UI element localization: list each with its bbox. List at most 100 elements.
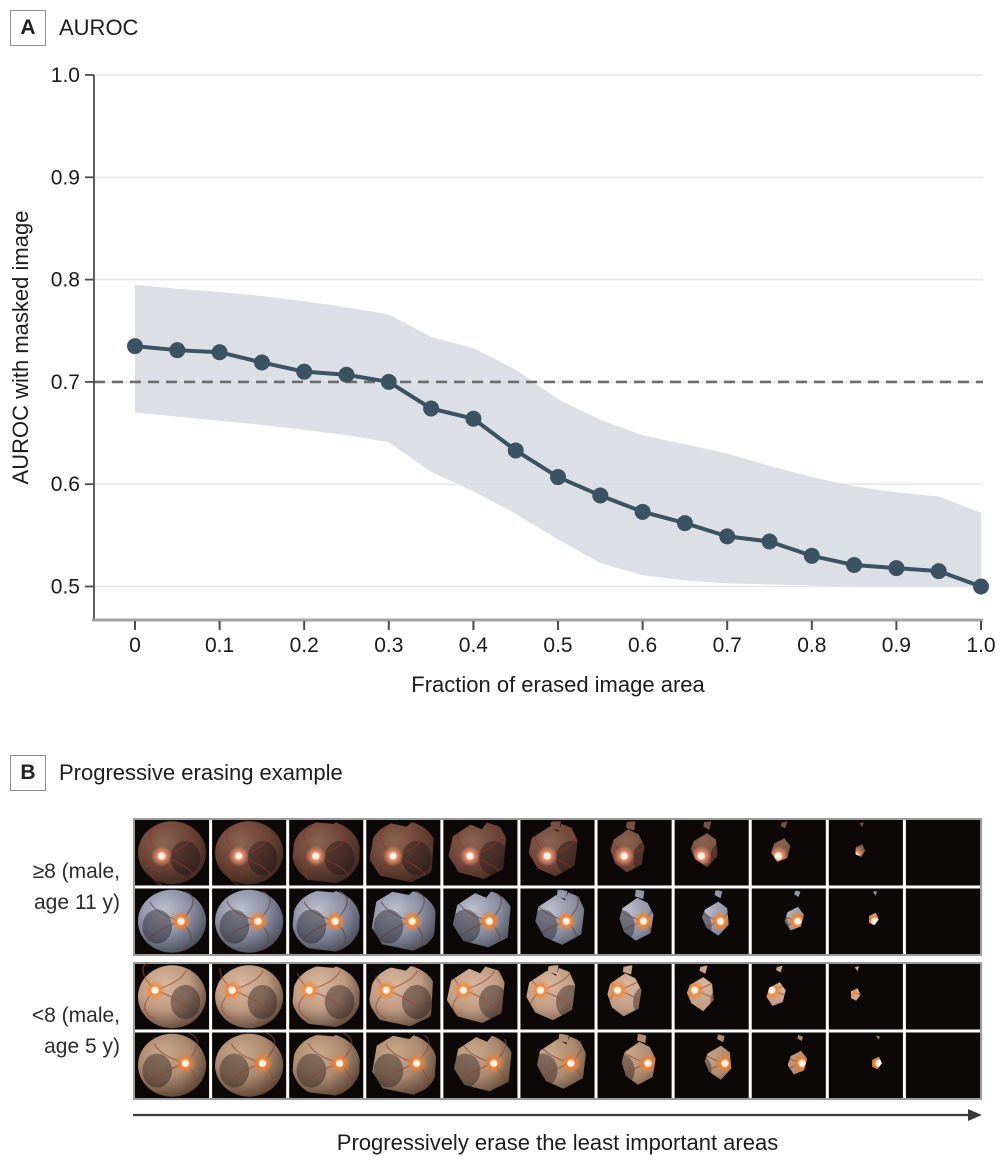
optic-disc-center xyxy=(389,852,397,860)
optic-disc-center xyxy=(181,1059,189,1067)
optic-disc-center xyxy=(644,1059,652,1067)
macula-shadow xyxy=(373,909,404,944)
x-tick-label: 0.6 xyxy=(628,634,657,657)
fundus-pink-tan-image xyxy=(137,962,207,1029)
optic-disc-center xyxy=(177,917,185,925)
fundus-brown-image xyxy=(292,821,361,884)
y-tick-label: 0.9 xyxy=(51,166,80,189)
y-tick-label: 0.7 xyxy=(51,371,80,394)
optic-disc-center xyxy=(620,852,628,860)
retina xyxy=(292,1033,361,1096)
data-point xyxy=(846,557,863,574)
macula-shadow xyxy=(535,909,558,944)
group-label-line: <8 (male, xyxy=(31,1004,120,1027)
panel-a-title: AUROC xyxy=(59,15,139,40)
optic-disc-center xyxy=(774,852,783,860)
data-point xyxy=(253,354,270,371)
macula-shadow xyxy=(219,1053,250,1088)
optic-disc-center xyxy=(382,986,390,994)
fundus-cell xyxy=(905,820,980,886)
x-axis-title: Fraction of erased image area xyxy=(411,672,705,697)
data-point xyxy=(338,366,355,383)
x-tick-label: 0.8 xyxy=(797,634,826,657)
panel-b-letter: B xyxy=(10,755,46,791)
fundus-brown-image xyxy=(137,821,207,886)
fundus-cell xyxy=(828,964,903,1030)
optic-disc-center xyxy=(312,852,320,860)
fundus-cell xyxy=(751,820,826,886)
data-point xyxy=(676,515,693,532)
optic-disc-center xyxy=(536,986,545,994)
data-point xyxy=(592,487,609,504)
fundus-tan-image xyxy=(215,1032,284,1097)
panel-a-header: A AUROC xyxy=(10,10,138,46)
optic-disc-center xyxy=(413,1059,421,1067)
fundus-tan-image xyxy=(137,1032,207,1097)
data-point xyxy=(973,578,989,595)
fundus-cell xyxy=(751,964,826,1030)
optic-disc-center xyxy=(798,1059,806,1067)
macula-shadow xyxy=(401,840,432,876)
panel-b-header: B Progressive erasing example xyxy=(10,755,343,791)
optic-disc-center xyxy=(639,917,648,925)
macula-shadow xyxy=(296,909,327,944)
macula-shadow xyxy=(324,984,355,1020)
fundus-grid-group-lt8 xyxy=(133,962,982,1100)
fundus-tan-image xyxy=(292,1032,361,1096)
data-point xyxy=(169,342,186,359)
optic-disc-center xyxy=(408,917,416,925)
data-point xyxy=(803,547,820,564)
macula-shadow xyxy=(401,984,432,1020)
optic-disc-center xyxy=(459,986,467,994)
fundus-grid-group-ge8 xyxy=(133,818,982,956)
data-point xyxy=(761,533,778,550)
fundus-pink-tan-image xyxy=(446,966,505,1024)
fundus-pink-tan-image xyxy=(292,964,361,1028)
data-point xyxy=(888,560,905,577)
y-tick-label: 1.0 xyxy=(51,64,80,87)
fundus-pink-tan-image xyxy=(215,964,284,1029)
optic-disc xyxy=(855,845,866,857)
fundus-bluegray-image xyxy=(784,889,804,931)
macula-shadow xyxy=(247,840,278,876)
panel-a-letter: A xyxy=(10,10,46,46)
x-tick-label: 0.2 xyxy=(290,634,319,657)
y-tick-label: 0.6 xyxy=(51,473,80,496)
optic-disc-center xyxy=(335,1059,344,1067)
optic-disc-center xyxy=(305,986,313,994)
macula-shadow xyxy=(556,984,576,1020)
optic-disc-center xyxy=(466,852,474,860)
fundus-cell xyxy=(828,820,903,886)
optic-disc-center xyxy=(794,917,802,925)
data-point xyxy=(550,469,566,486)
macula-shadow xyxy=(296,1053,327,1088)
optic-disc-center xyxy=(855,852,860,857)
fundus-pink-tan-image xyxy=(369,965,434,1027)
fundus-tan-image xyxy=(372,1033,437,1095)
macula-shadow xyxy=(170,840,201,876)
optic-disc-center xyxy=(235,852,243,860)
optic-disc-center xyxy=(543,852,551,860)
fundus-cell xyxy=(905,888,980,954)
optic-disc-center xyxy=(331,917,339,925)
macula-shadow xyxy=(142,909,173,944)
fundus-brown-image xyxy=(215,821,284,886)
group-label-lt8: <8 (male, age 5 y) xyxy=(0,962,120,1100)
macula-shadow xyxy=(142,1053,173,1088)
panel-b-title: Progressive erasing example xyxy=(59,760,343,785)
optic-disc-center xyxy=(768,986,776,994)
macula-shadow xyxy=(373,1053,404,1088)
optic-disc-center xyxy=(258,1059,267,1067)
group-label-ge8: ≥8 (male, age 11 y) xyxy=(0,818,120,956)
data-point xyxy=(634,503,651,520)
y-axis-title: AUROC with masked image xyxy=(8,211,33,485)
macula-shadow xyxy=(247,984,278,1020)
fundus-bluegray-image xyxy=(215,889,284,953)
group-label-line: age 5 y) xyxy=(44,1035,120,1058)
panel-b-caption: Progressively erase the least important … xyxy=(336,1130,779,1155)
fundus-cell xyxy=(905,1032,980,1098)
data-point xyxy=(719,528,736,545)
fundus-brown-image xyxy=(855,822,866,857)
fundus-cell xyxy=(828,888,903,954)
